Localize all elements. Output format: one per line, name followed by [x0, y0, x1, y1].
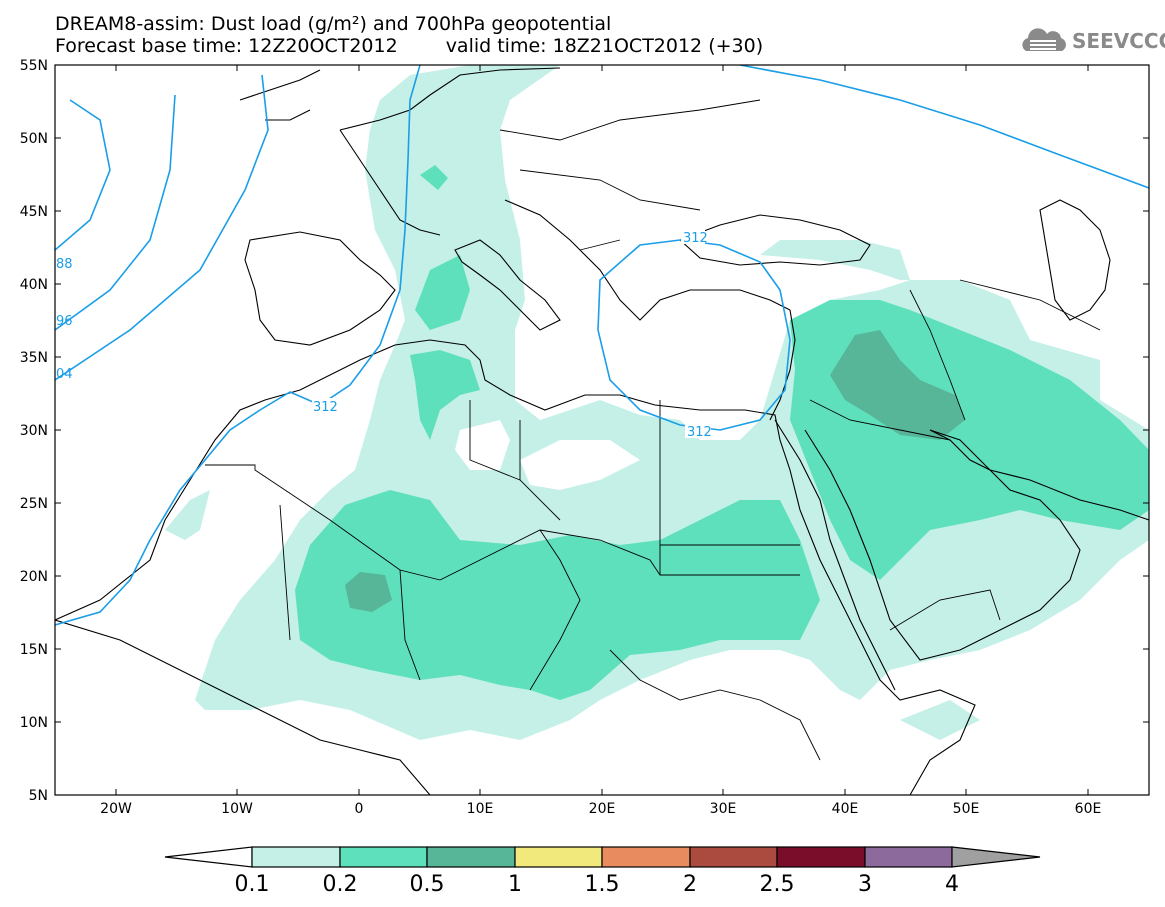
borders: [205, 99, 1101, 761]
lat-label: 5N: [29, 788, 48, 804]
coast-iberia: [244, 231, 396, 346]
lon-label: 10E: [467, 801, 494, 817]
contour-label: 312: [683, 231, 708, 246]
contour-label: 88: [56, 257, 73, 272]
colorbar-tick-label: 1.5: [584, 872, 620, 897]
lon-label: 50E: [953, 801, 980, 817]
dust-band-medium-tn: [410, 350, 480, 440]
lat-labels: 55N 50N 45N 40N 35N 30N 25N 20N 15N 10N …: [20, 58, 48, 804]
map-title: DREAM8-assim: Dust load (g/m²) and 700hP…: [55, 13, 612, 35]
lon-label: 40E: [832, 801, 859, 817]
colorbar-segment: [864, 846, 953, 868]
geopotential-contours: [55, 65, 1149, 626]
contour-304: [55, 74, 269, 381]
coast-italy: [454, 239, 561, 331]
lat-label: 40N: [20, 277, 48, 293]
dust-band-medium-it: [415, 255, 470, 330]
border-iran: [909, 279, 1101, 421]
colorbar-segment: [514, 846, 603, 868]
lon-label: 0: [355, 801, 364, 817]
valid-time: valid time: 18Z21OCT2012 (+30): [445, 35, 764, 57]
coast-arabia: [804, 429, 1081, 661]
lon-label: 20E: [589, 801, 616, 817]
time-info: Forecast base time: 12Z20OCT2012 valid ti…: [55, 36, 763, 56]
coastlines: [55, 67, 1149, 795]
coast-balkans: [504, 199, 791, 321]
border-sahara-1: [205, 464, 441, 681]
colorbar-tick-label: 3: [858, 872, 872, 897]
contour-label: 04: [56, 367, 73, 382]
lon-label: 10W: [221, 801, 253, 817]
lat-label: 45N: [20, 204, 48, 220]
coast-gulf: [929, 429, 1149, 521]
coast-levant: [769, 309, 796, 421]
coast-west-africa: [55, 619, 431, 795]
colorbar-segment: [339, 846, 428, 868]
contour-label: 312: [313, 400, 338, 415]
colorbar-tick-label: 1: [508, 872, 522, 897]
colorbar-tick-label: 4: [945, 872, 959, 897]
border-sudan: [609, 649, 821, 761]
coast-africa: [55, 339, 976, 795]
base-time: Forecast base time: 12Z20OCT2012: [55, 35, 398, 57]
contour-north: [739, 65, 1149, 189]
contour-312-greece: [597, 239, 791, 431]
colorbar-tick-label: 0.1: [234, 872, 270, 897]
lon-label: 60E: [1075, 801, 1102, 817]
coast-redsea: [774, 419, 896, 691]
border-egypt: [659, 400, 800, 576]
border-europe: [499, 99, 761, 251]
contour-296: [55, 94, 176, 331]
border-libya: [469, 400, 561, 521]
dust-band-medium-ch: [420, 165, 448, 190]
coast-britain: [239, 69, 321, 121]
dust-band-dark-ml: [345, 572, 392, 612]
dust-gap: [520, 440, 640, 490]
colorbar-tick-label: 2: [683, 872, 697, 897]
colorbar-segment: [426, 846, 516, 868]
cloud-icon: [1022, 28, 1066, 51]
contour-label: 312: [687, 425, 712, 440]
colorbar-low-arrow: [164, 846, 253, 868]
dust-band-light-nw: [165, 490, 210, 540]
lat-label: 30N: [20, 423, 48, 439]
colorbar-tick-label: 0.2: [322, 872, 358, 897]
dust-band-dark-iq: [830, 330, 965, 440]
lat-label: 25N: [20, 496, 48, 512]
lat-label: 35N: [20, 350, 48, 366]
contour-labels: 312 312 312 88 96 04: [56, 230, 712, 440]
lat-label: 50N: [20, 131, 48, 147]
border-saudi: [809, 399, 1001, 631]
coast-caspian: [1039, 199, 1111, 321]
axis-ticks: [55, 64, 1149, 796]
coast-blacksea: [678, 214, 871, 266]
colorbar-tick-label: 2.5: [759, 872, 795, 897]
coast-france: [339, 67, 561, 236]
colorbar-segment: [776, 846, 866, 868]
contour-288: [55, 99, 111, 251]
colorbar-tick-label: 0.5: [409, 872, 445, 897]
border-sahara-2: [439, 529, 661, 691]
contour-312-west: [55, 65, 421, 626]
contour-label: 96: [56, 314, 73, 329]
seevccc-logo: SEEVCCC: [1018, 26, 1165, 56]
lat-label: 20N: [20, 569, 48, 585]
lon-labels: 20W 10W 0 10E 20E 30E 40E 50E 60E: [100, 801, 1101, 817]
dust-band-light-e: [900, 700, 980, 740]
lat-label: 15N: [20, 642, 48, 658]
dust-band-medium: [295, 490, 820, 700]
colorbar-segment: [601, 846, 691, 868]
lat-label: 55N: [20, 58, 48, 74]
dust-gap-2: [455, 420, 510, 470]
colorbar-segment: [689, 846, 778, 868]
colorbar: [164, 846, 1041, 868]
lat-label: 10N: [20, 715, 48, 731]
colorbar-segment: [251, 846, 341, 868]
lon-label: 30E: [710, 801, 737, 817]
colorbar-high-arrow: [951, 846, 1041, 868]
lon-label: 20W: [100, 801, 132, 817]
logo-text: SEEVCCC: [1072, 29, 1165, 53]
